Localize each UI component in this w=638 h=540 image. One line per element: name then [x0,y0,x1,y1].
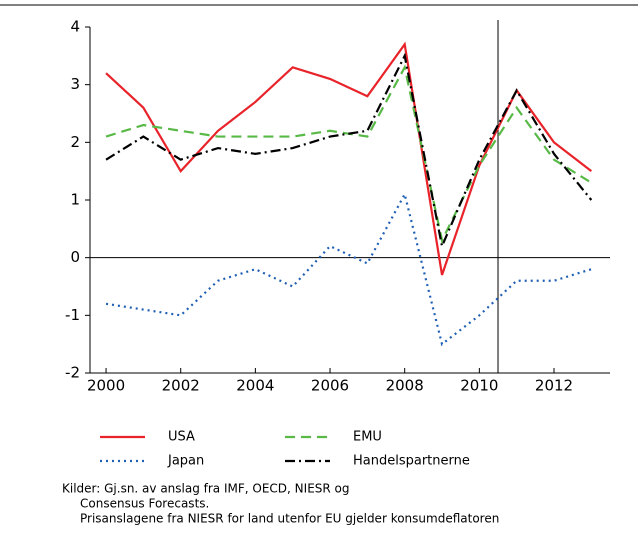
x-tick-label: 2012 [535,377,573,395]
legend-label: USA [168,430,195,445]
y-tick-label: 1 [70,191,80,209]
x-tick-label: 2010 [460,377,498,395]
y-tick-label: 0 [70,248,80,266]
y-tick-label: 2 [70,133,80,151]
plot-frame [90,27,610,373]
series-line [105,191,592,347]
y-tick-label: 3 [70,75,80,93]
x-tick-label: 2006 [311,377,349,395]
x-tick-label: 2008 [386,377,424,395]
footnote: Kilder: Gj.sn. av anslag fra IMF, OECD, … [62,482,350,496]
footnote: Prisanslagene fra NIESR for land utenfor… [80,512,499,526]
series-line [105,52,593,250]
footnote: Consensus Forecasts. [80,497,209,511]
legend-label: EMU [353,430,382,445]
x-tick-label: 2004 [236,377,274,395]
x-tick-label: 2002 [162,377,200,395]
y-tick-label: -2 [65,364,80,382]
y-tick-label: -1 [65,306,80,324]
y-tick-label: 4 [70,18,80,36]
legend-label: Handelspartnerne [353,454,470,469]
legend-label: Japan [167,454,204,469]
x-tick-label: 2000 [87,377,125,395]
